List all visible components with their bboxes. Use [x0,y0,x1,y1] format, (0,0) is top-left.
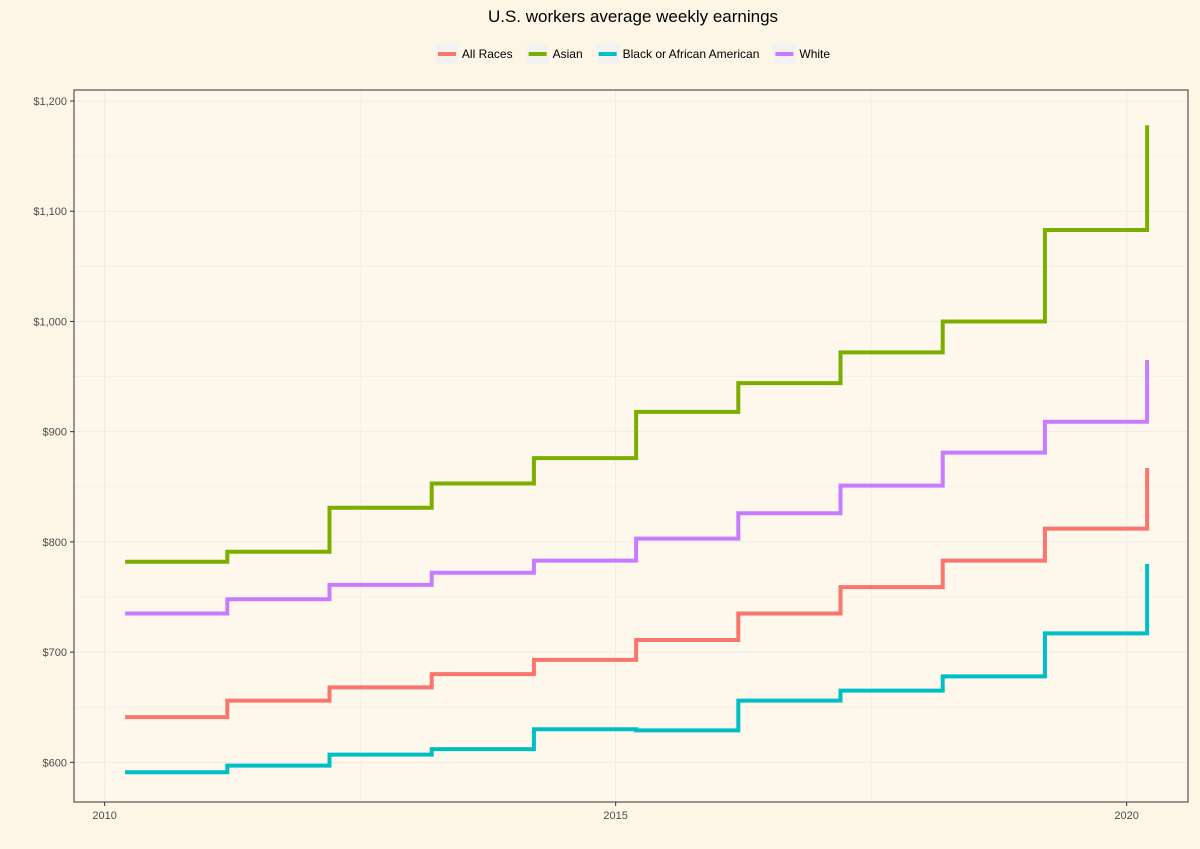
legend-item-black-or-african-american: Black or African American [596,44,760,64]
grid [74,90,1188,802]
legend-label: Asian [553,47,583,61]
plot-panel [74,90,1188,802]
legend: All Races Asian Black or African American W… [435,44,830,64]
legend-item-asian: Asian [526,44,583,64]
legend-label: All Races [462,47,513,61]
y-tick-label: $1,000 [33,316,67,328]
series-line-black-or-african-american [125,563,1150,775]
legend-item-white: White [773,44,830,64]
x-tick-label: 2015 [603,810,627,822]
legend-item-all-races: All Races [435,44,513,64]
y-tick-label: $600 [43,757,67,769]
series-lines [125,125,1150,775]
y-tick-label: $1,100 [33,206,67,218]
y-tick-label: $700 [43,647,67,659]
series-line-white [125,360,1150,616]
series-line-all-races [125,468,1150,720]
legend-label: White [799,47,830,61]
axes: $600 $700 $800 $900 $1,000 $1,100 $1,200 2010 20… [33,96,1139,822]
legend-label: Black or African American [623,47,760,61]
chart-title: U.S. workers average weekly earnings [488,7,778,26]
plot-border [73,89,1189,803]
y-tick-label: $1,200 [33,96,67,108]
x-tick-label: 2010 [92,810,116,822]
series-line-asian [125,125,1150,564]
x-tick-label: 2020 [1114,810,1138,822]
y-tick-label: $900 [43,427,67,439]
y-tick-label: $800 [43,537,67,549]
